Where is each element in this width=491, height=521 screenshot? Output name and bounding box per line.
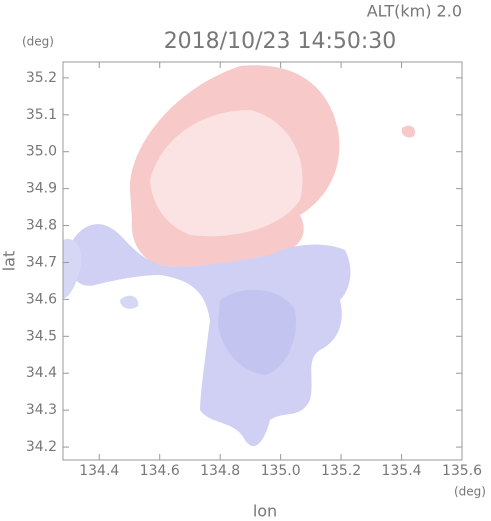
y-tick-label: 35.1 [26,107,57,123]
x-tick-label: 134.4 [79,463,119,479]
y-tick-label: 34.3 [26,402,57,418]
y-tick-label: 34.9 [26,181,57,197]
x-axis-label: lon [253,502,277,521]
x-tick-label: 134.8 [200,463,240,479]
chart-title: 2018/10/23 14:50:30 [164,29,397,54]
receding-echo [68,224,351,447]
y-tick-label: 35.0 [26,144,57,160]
x-tick-label: 135.2 [321,463,361,479]
x-unit: (deg) [454,485,486,499]
radar-field [63,65,416,447]
altitude-label: ALT(km) 2.0 [367,2,462,21]
y-tick-label: 34.4 [26,365,57,381]
plot-frame [62,61,463,461]
x-tick-label: 135.4 [381,463,421,479]
echo-fragment [401,125,416,138]
y-tick-label: 34.8 [26,218,57,234]
x-tick-label: 135.0 [261,463,301,479]
x-tick-label: 135.6 [442,463,482,479]
approaching-echo-light [150,110,303,237]
y-unit: (deg) [22,35,54,49]
y-axis-label: lat [0,251,19,272]
echo-fragment [120,295,139,309]
y-tick-label: 34.6 [26,291,57,307]
receding-echo-west [63,239,82,299]
receding-echo-dark [218,289,296,375]
y-tick-label: 34.7 [26,254,57,270]
y-tick-label: 34.5 [26,328,57,344]
y-tick-label: 35.2 [26,70,57,86]
x-tick-label: 134.6 [140,463,180,479]
y-tick-label: 34.2 [26,439,57,455]
